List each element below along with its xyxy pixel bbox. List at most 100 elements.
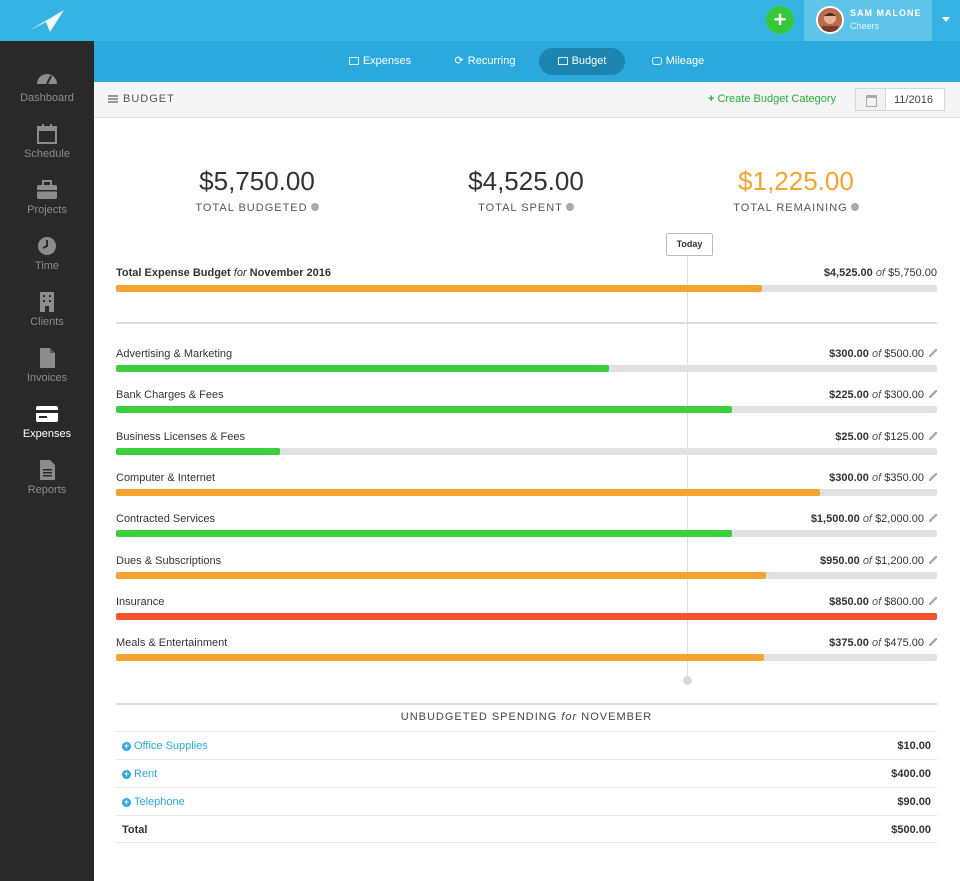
budget-category-amount: $850.00 of $800.00 [829, 596, 937, 608]
add-button[interactable]: + [766, 6, 794, 34]
unbudgeted-value: $400.00 [891, 768, 931, 780]
of-label: of [871, 431, 882, 443]
category-budget: $350.00 [884, 472, 924, 484]
unbudgeted-value: $90.00 [897, 796, 931, 808]
budget-category-progress [116, 530, 937, 537]
total-remaining-label: TOTAL REMAINING [733, 202, 848, 214]
user-menu[interactable]: SAM MALONE Cheers [804, 0, 932, 41]
tab-label: Budget [571, 55, 607, 67]
total-budget-label: Total Expense Budget for November 2016 [116, 267, 331, 279]
category-budget: $125.00 [884, 431, 924, 443]
tab-mileage[interactable]: Mileage [637, 48, 719, 75]
of-label: of [871, 472, 882, 484]
budget-category-progress-fill [116, 530, 732, 537]
credit-card-icon [36, 406, 58, 422]
plus-icon: + [708, 93, 715, 105]
dashboard-icon [37, 74, 57, 85]
category-spent: $300.00 [829, 472, 869, 484]
total-budget-budget: $5,750.00 [888, 267, 937, 279]
tab-expenses[interactable]: Expenses [337, 48, 423, 75]
sidebar-item-label: Time [34, 260, 60, 272]
pencil-icon[interactable] [929, 473, 937, 481]
divider [116, 842, 937, 843]
sub-nav: Expenses ⟳ Recurring Budget Mileage [94, 41, 960, 82]
budget-category-progress-fill [116, 489, 820, 496]
avatar [816, 6, 844, 34]
budget-category-name: Contracted Services [116, 513, 216, 525]
create-budget-category-button[interactable]: + Create Budget Category [708, 93, 836, 105]
total-budget-progress [116, 285, 937, 292]
month-value: 11/2016 [894, 94, 933, 106]
unbudgeted-total-value: $500.00 [891, 824, 931, 836]
unbudgeted-row: + Telephone $90.00 [116, 787, 937, 815]
unbudgeted-name: Telephone [134, 796, 185, 808]
pencil-icon[interactable] [929, 390, 937, 398]
sidebar-item-clients[interactable]: Clients [0, 284, 94, 340]
briefcase-icon [37, 180, 57, 199]
plus-circle-icon: + [122, 741, 131, 751]
unbudgeted-title-for: for [561, 711, 578, 723]
budget-category-progress [116, 572, 937, 579]
budget-category-name: Meals & Entertainment [116, 637, 228, 649]
sidebar-item-expenses[interactable]: Expenses [0, 396, 94, 452]
unbudgeted-category-link[interactable]: + Rent [122, 768, 157, 780]
category-budget: $475.00 [884, 637, 924, 649]
sidebar-item-schedule[interactable]: Schedule [0, 116, 94, 172]
chevron-down-icon[interactable] [942, 17, 950, 22]
card-icon [348, 57, 359, 65]
category-spent: $375.00 [829, 637, 869, 649]
sidebar-item-label: Projects [27, 204, 67, 216]
calendar-icon[interactable] [856, 89, 886, 110]
unbudgeted-category-link[interactable]: + Telephone [122, 796, 185, 808]
category-spent: $300.00 [829, 348, 869, 360]
category-spent: $1,500.00 [810, 513, 860, 525]
total-remaining: $1,225.00 TOTAL REMAINING [666, 166, 926, 214]
sidebar-item-label: Dashboard [20, 92, 74, 104]
total-budgeted-value: $5,750.00 [199, 166, 315, 196]
unbudgeted-name: Office Supplies [134, 740, 208, 752]
tab-label: Expenses [362, 55, 412, 67]
sidebar: Dashboard Schedule Projects Time Clients… [0, 41, 94, 881]
category-spent: $25.00 [835, 431, 869, 443]
sidebar-item-reports[interactable]: Reports [0, 452, 94, 508]
building-icon [40, 292, 54, 312]
unbudgeted-row: + Rent $400.00 [116, 759, 937, 787]
pencil-icon[interactable] [929, 514, 937, 522]
divider [116, 703, 937, 705]
budget-category-progress-fill [116, 448, 281, 455]
unbudgeted-category-link[interactable]: + Office Supplies [122, 740, 208, 752]
sidebar-item-projects[interactable]: Projects [0, 172, 94, 228]
tab-label: Mileage [665, 55, 705, 67]
user-name: SAM MALONE [850, 8, 922, 18]
total-spent: $4,525.00 TOTAL SPENT [396, 166, 656, 214]
budget-category-progress [116, 406, 937, 413]
list-icon [108, 95, 118, 103]
info-icon[interactable] [310, 203, 319, 211]
pencil-icon[interactable] [929, 597, 937, 605]
sidebar-item-invoices[interactable]: Invoices [0, 340, 94, 396]
of-label: of [862, 513, 872, 525]
category-budget: $2,000.00 [875, 513, 924, 525]
budget-category-name: Insurance [116, 596, 165, 608]
pencil-icon[interactable] [929, 556, 937, 564]
pencil-icon[interactable] [929, 638, 937, 646]
total-budget-for: for [233, 267, 247, 279]
unbudgeted-value: $10.00 [897, 740, 931, 752]
unbudgeted-row: + Office Supplies $10.00 [116, 731, 937, 759]
sidebar-item-dashboard[interactable]: Dashboard [0, 60, 94, 116]
info-icon[interactable] [565, 203, 574, 211]
tab-recurring[interactable]: ⟳ Recurring [439, 48, 531, 75]
document-icon [40, 348, 55, 368]
month-picker[interactable]: 11/2016 [855, 88, 945, 111]
info-icon[interactable] [850, 203, 859, 211]
tab-budget[interactable]: Budget [539, 48, 625, 75]
of-label: of [871, 389, 882, 401]
pencil-icon[interactable] [929, 432, 937, 440]
logo-icon[interactable] [26, 8, 66, 34]
pencil-icon[interactable] [929, 349, 937, 357]
category-budget: $500.00 [884, 348, 924, 360]
sidebar-item-time[interactable]: Time [0, 228, 94, 284]
total-budget-month: November 2016 [249, 267, 331, 279]
budget-category-progress-fill [116, 365, 609, 372]
budget-category-progress-fill [116, 572, 767, 579]
